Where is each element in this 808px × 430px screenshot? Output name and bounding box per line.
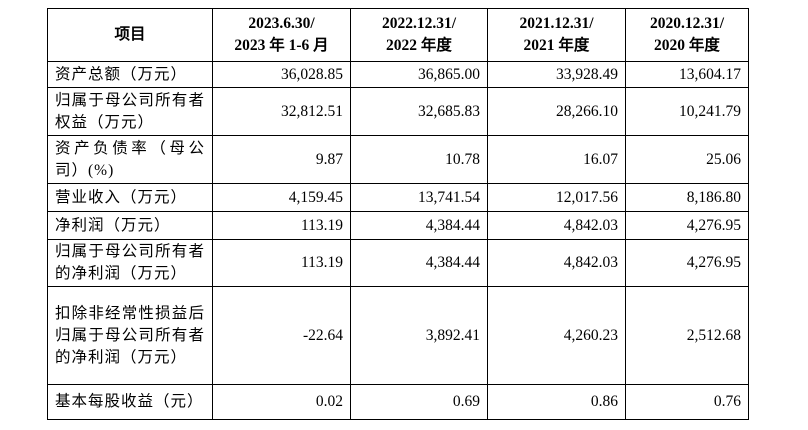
table-row: 营业收入（万元） 4,159.45 13,741.54 12,017.56 8,186.… <box>47 183 749 212</box>
table-row: 扣除非经常性损益后归属于母公司所有者的净利润（万元） -22.64 3,892.41… <box>47 286 749 385</box>
row-label: 归属于母公司所有者的净利润（万元） <box>47 239 213 287</box>
row-label: 净利润（万元） <box>47 211 213 240</box>
header-line: 2020 年度 <box>654 37 720 54</box>
cell-value: 113.19 <box>212 211 351 240</box>
cell-value: 28,266.10 <box>487 87 626 136</box>
cell-value: 13,741.54 <box>350 183 488 212</box>
cell-value: 9.87 <box>212 135 351 184</box>
cell-value: 0.69 <box>350 384 488 420</box>
cell-value: 0.02 <box>212 384 351 420</box>
cell-value: 0.76 <box>625 384 749 420</box>
cell-value: 25.06 <box>625 135 749 184</box>
header-line: 2022 年度 <box>386 37 452 54</box>
row-label: 扣除非经常性损益后归属于母公司所有者的净利润（万元） <box>47 286 213 385</box>
header-line: 2022.12.31/ <box>381 15 457 32</box>
header-line: 2023 年 1-6 月 <box>234 37 329 54</box>
header-row: 项目 2023.6.30/2023 年 1-6 月 2022.12.31/2022 … <box>47 8 749 62</box>
cell-value: 0.86 <box>487 384 626 420</box>
header-cell: 项目 <box>47 8 213 62</box>
table-row: 净利润（万元） 113.19 4,384.44 4,842.03 4,276.95 <box>47 211 749 240</box>
cell-value: 4,260.23 <box>487 286 626 385</box>
row-label: 资产负债率（母公司）(%) <box>47 135 213 184</box>
cell-value: 32,685.83 <box>350 87 488 136</box>
row-label: 营业收入（万元） <box>47 183 213 212</box>
cell-value: 4,159.45 <box>212 183 351 212</box>
cell-value: 3,892.41 <box>350 286 488 385</box>
cell-value: 13,604.17 <box>625 61 749 88</box>
header-line: 2020.12.31/ <box>649 15 725 32</box>
cell-value: 113.19 <box>212 239 351 287</box>
cell-value: 32,812.51 <box>212 87 351 136</box>
cell-value: 8,186.80 <box>625 183 749 212</box>
cell-value: 10,241.79 <box>625 87 749 136</box>
cell-value: 4,842.03 <box>487 211 626 240</box>
header-cell: 2022.12.31/2022 年度 <box>350 8 488 62</box>
table-row: 归属于母公司所有者的净利润（万元） 113.19 4,384.44 4,842.03 4… <box>47 239 749 287</box>
cell-value: 2,512.68 <box>625 286 749 385</box>
cell-value: 4,842.03 <box>487 239 626 287</box>
cell-value: 12,017.56 <box>487 183 626 212</box>
cell-value: 4,276.95 <box>625 239 749 287</box>
cell-value: 33,928.49 <box>487 61 626 88</box>
financial-table: 项目 2023.6.30/2023 年 1-6 月 2022.12.31/2022 … <box>47 8 749 420</box>
table-body: 资产总额（万元） 36,028.85 36,865.00 33,928.49 13,60… <box>47 61 749 420</box>
cell-value: 4,384.44 <box>350 211 488 240</box>
table-row: 归属于母公司所有者权益（万元） 32,812.51 32,685.83 28,266.… <box>47 87 749 136</box>
header-cell: 2020.12.31/2020 年度 <box>625 8 749 62</box>
cell-value: 10.78 <box>350 135 488 184</box>
table-row: 资产负债率（母公司）(%) 9.87 10.78 16.07 25.06 <box>47 135 749 184</box>
cell-value: 16.07 <box>487 135 626 184</box>
cell-value: 4,384.44 <box>350 239 488 287</box>
cell-value: 4,276.95 <box>625 211 749 240</box>
cell-value: 36,865.00 <box>350 61 488 88</box>
header-line: 2023.6.30/ <box>248 15 315 32</box>
header-cell: 2023.6.30/2023 年 1-6 月 <box>212 8 351 62</box>
cell-value: 36,028.85 <box>212 61 351 88</box>
header-cell: 2021.12.31/2021 年度 <box>487 8 626 62</box>
header-line: 2021 年度 <box>523 37 590 54</box>
table-row: 基本每股收益（元） 0.02 0.69 0.86 0.76 <box>47 384 749 420</box>
row-label: 基本每股收益（元） <box>47 384 213 420</box>
header-line: 2021.12.31/ <box>519 15 594 32</box>
row-label: 资产总额（万元） <box>47 61 213 88</box>
table-row: 资产总额（万元） 36,028.85 36,865.00 33,928.49 13,60… <box>47 61 749 88</box>
cell-value: -22.64 <box>212 286 351 385</box>
row-label: 归属于母公司所有者权益（万元） <box>47 87 213 136</box>
header-line: 项目 <box>114 26 146 43</box>
